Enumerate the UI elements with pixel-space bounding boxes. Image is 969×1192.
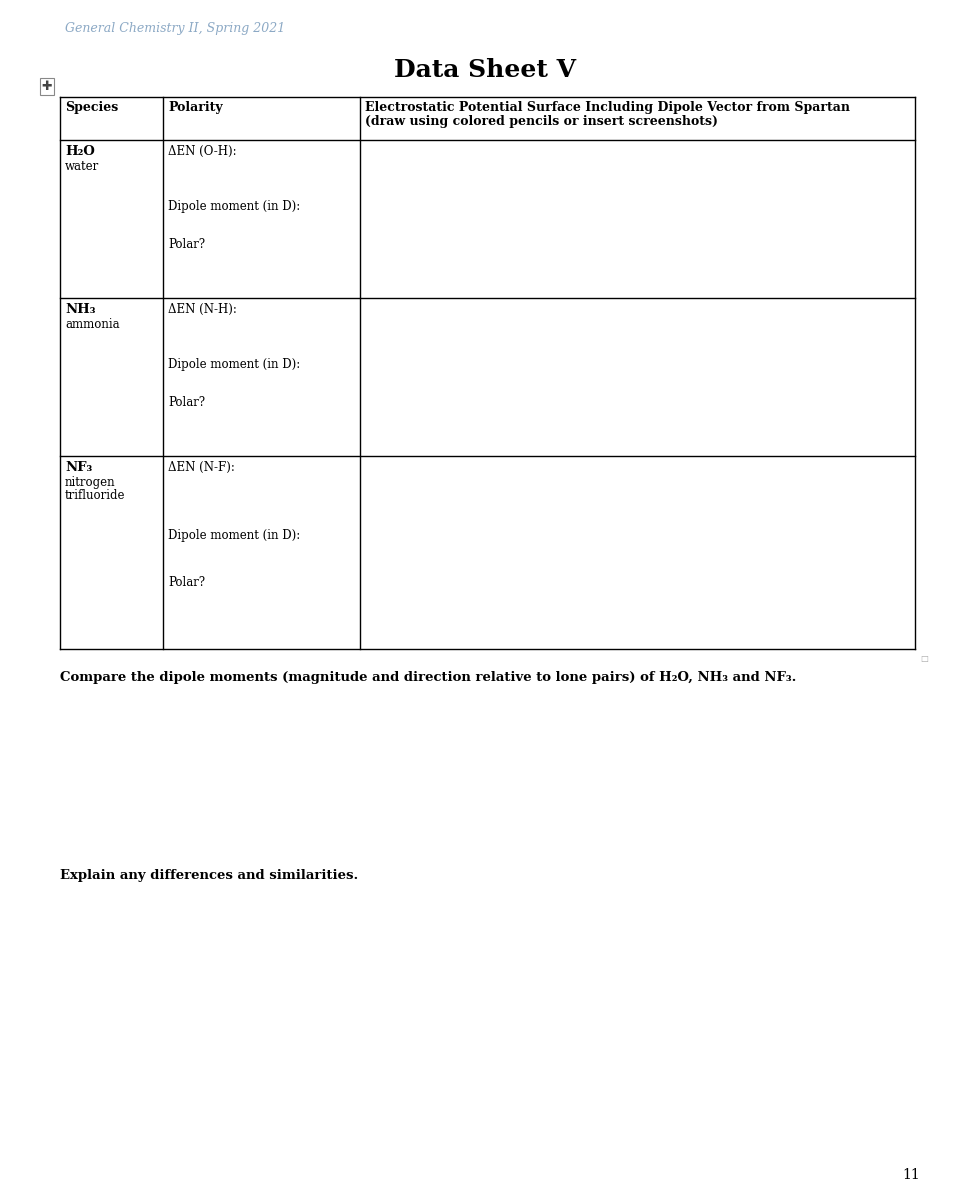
Text: Electrostatic Potential Surface Including Dipole Vector from Spartan: Electrostatic Potential Surface Includin… [364, 101, 849, 114]
Text: General Chemistry II, Spring 2021: General Chemistry II, Spring 2021 [65, 21, 285, 35]
Text: ΔEN (N-F):: ΔEN (N-F): [168, 461, 234, 474]
Text: trifluoride: trifluoride [65, 489, 125, 502]
Text: 11: 11 [901, 1168, 919, 1182]
Text: (draw using colored pencils or insert screenshots): (draw using colored pencils or insert sc… [364, 114, 717, 128]
Text: Explain any differences and similarities.: Explain any differences and similarities… [60, 869, 358, 882]
Text: Polar?: Polar? [168, 238, 204, 252]
Text: Polar?: Polar? [168, 576, 204, 589]
Text: Polar?: Polar? [168, 396, 204, 409]
Text: Dipole moment (in D):: Dipole moment (in D): [168, 200, 300, 213]
Text: NF₃: NF₃ [65, 461, 92, 474]
Text: NH₃: NH₃ [65, 303, 95, 316]
Text: Species: Species [65, 101, 118, 114]
Text: H₂O: H₂O [65, 145, 95, 159]
Text: Polarity: Polarity [168, 101, 223, 114]
Text: ammonia: ammonia [65, 318, 119, 331]
Text: Dipole moment (in D):: Dipole moment (in D): [168, 358, 300, 371]
Text: ✚: ✚ [42, 80, 52, 93]
Text: water: water [65, 160, 99, 173]
Text: ΔEN (O-H):: ΔEN (O-H): [168, 145, 236, 159]
Text: nitrogen: nitrogen [65, 476, 115, 489]
Text: □: □ [919, 654, 927, 663]
Text: ΔEN (N-H):: ΔEN (N-H): [168, 303, 236, 316]
Text: Compare the dipole moments (magnitude and direction relative to lone pairs) of H: Compare the dipole moments (magnitude an… [60, 671, 796, 684]
Text: Dipole moment (in D):: Dipole moment (in D): [168, 529, 300, 542]
Text: Data Sheet V: Data Sheet V [393, 58, 576, 82]
